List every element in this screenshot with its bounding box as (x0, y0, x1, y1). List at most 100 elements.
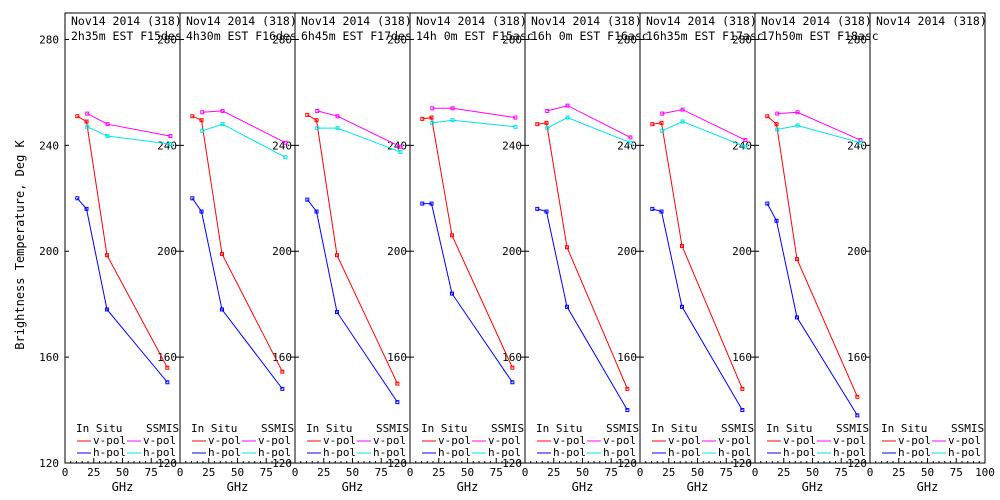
x-tick-label: 50 (921, 466, 934, 479)
y-tick-label: 200 (502, 245, 522, 258)
legend-insitu-hpol-label: h-pol (783, 446, 816, 459)
ssmis-hpol-point (430, 120, 435, 125)
legend-insitu-label: In Situ (651, 422, 697, 435)
ssmis-vpol-line (547, 105, 631, 138)
panel-2: Nov14 2014 (318)4h30m EST F16des12016020… (177, 12, 297, 494)
x-tick-label: 50 (576, 466, 589, 479)
ssmis-vpol-point (513, 115, 518, 120)
panel-title-date: Nov14 2014 (318) (876, 14, 987, 28)
y-tick-label: 160 (157, 351, 177, 364)
legend-insitu-label: In Situ (766, 422, 812, 435)
y-tick-label: 200 (617, 245, 637, 258)
x-tick-label: 50 (461, 466, 474, 479)
insitu-vpol-line (537, 122, 628, 390)
x-axis-title: GHz (572, 480, 594, 494)
x-tick-label: 75 (145, 466, 158, 479)
legend-ssmis-label: SSMIS (606, 422, 639, 435)
legend-ssmis-hpol-label: h-pol (948, 446, 981, 459)
ssmis-hpol-point (743, 144, 748, 149)
panel-title-time: 6h45m EST F17des (301, 29, 412, 43)
legend-ssmis-vpol-label: v-pol (488, 434, 521, 447)
legend-insitu-label: In Situ (306, 422, 352, 435)
ssmis-vpol-point (775, 111, 780, 116)
insitu-hpol-point (679, 304, 684, 309)
ssmis-hpol-point (545, 126, 550, 131)
insitu-hpol-point (199, 209, 204, 214)
insitu-hpol-point (84, 206, 89, 211)
ssmis-hpol-point (168, 142, 173, 147)
legend-ssmis-vpol-label: v-pol (718, 434, 751, 447)
legend-insitu-hpol-label: h-pol (898, 446, 931, 459)
outer-y-tick-label: 120 (39, 457, 59, 470)
x-tick-label: 25 (777, 466, 790, 479)
ssmis-hpol-line (317, 127, 401, 153)
y-tick-label: 280 (157, 33, 177, 46)
ssmis-vpol-point (430, 106, 435, 111)
x-tick-label: 0 (177, 466, 184, 479)
x-tick-label: 0 (637, 466, 644, 479)
insitu-vpol-point (794, 257, 799, 262)
ssmis-vpol-line (202, 110, 286, 144)
insitu-hpol-line (191, 198, 283, 390)
ssmis-vpol-point (660, 111, 665, 116)
ssmis-hpol-line (547, 117, 631, 144)
insitu-vpol-point (510, 365, 515, 370)
ssmis-vpol-line (87, 113, 171, 137)
insitu-vpol-line (77, 115, 168, 368)
insitu-hpol-point (429, 201, 434, 206)
legend-ssmis-vpol-label: v-pol (948, 434, 981, 447)
panel-title-time: 17h50m EST F18asc (761, 29, 879, 43)
x-tick-label: 75 (605, 466, 618, 479)
y-tick-label: 200 (272, 245, 292, 258)
legend-ssmis-hpol-label: h-pol (373, 446, 406, 459)
legend-insitu-vpol-label: v-pol (208, 434, 241, 447)
y-tick-label: 280 (617, 33, 637, 46)
ssmis-vpol-point (795, 110, 800, 115)
insitu-vpol-point (774, 122, 779, 127)
x-tick-label: 25 (432, 466, 445, 479)
outer-y-tick-label: 200 (39, 245, 59, 258)
ssmis-hpol-point (660, 128, 665, 133)
insitu-vpol-point (314, 118, 319, 123)
x-tick-label: 50 (691, 466, 704, 479)
y-tick-label: 120 (847, 457, 867, 470)
insitu-vpol-point (334, 253, 339, 258)
panel-title-date: Nov14 2014 (318) (646, 14, 757, 28)
insitu-hpol-point (774, 218, 779, 223)
ssmis-vpol-line (662, 109, 746, 141)
panel-8: Nov14 2014 (318) 0 25 50 75 100 GHz In Situ SSMI… (867, 12, 995, 494)
y-tick-label: 120 (272, 457, 292, 470)
legend-ssmis-label: SSMIS (836, 422, 869, 435)
insitu-vpol-point (449, 233, 454, 238)
x-tick-label: 75 (950, 466, 963, 479)
insitu-vpol-point (740, 386, 745, 391)
ssmis-hpol-line (662, 120, 746, 148)
legend-ssmis-label: SSMIS (951, 422, 984, 435)
legend-insitu-label: In Situ (76, 422, 122, 435)
insitu-vpol-point (765, 114, 770, 119)
legend-insitu-vpol-label: v-pol (93, 434, 126, 447)
y-tick-label: 160 (617, 351, 637, 364)
legend-insitu-vpol-label: v-pol (323, 434, 356, 447)
panel-4: Nov14 2014 (318)14h 0m EST F15asc 120 160 2… (407, 12, 534, 494)
ssmis-hpol-point (565, 115, 570, 120)
x-axis-title: GHz (112, 480, 134, 494)
x-tick-label: 0 (292, 466, 299, 479)
ssmis-hpol-point (85, 124, 90, 129)
ssmis-vpol-point (565, 103, 570, 108)
legend-insitu-hpol-label: h-pol (208, 446, 241, 459)
y-tick-label: 160 (732, 351, 752, 364)
x-tick-label: 75 (720, 466, 733, 479)
ssmis-hpol-point (315, 126, 320, 131)
ssmis-hpol-point (680, 119, 685, 124)
insitu-hpol-point (190, 196, 195, 201)
insitu-vpol-point (679, 243, 684, 248)
legend-ssmis-hpol-label: h-pol (488, 446, 521, 459)
x-tick-label: 50 (806, 466, 819, 479)
panel-title-time: 2h35m EST F15des (71, 29, 182, 43)
legend-ssmis-hpol-label: h-pol (603, 446, 636, 459)
outer-y-tick-label: 240 (39, 139, 59, 152)
insitu-hpol-point (314, 209, 319, 214)
y-tick-label: 120 (617, 457, 637, 470)
legend-ssmis-vpol-label: v-pol (258, 434, 291, 447)
